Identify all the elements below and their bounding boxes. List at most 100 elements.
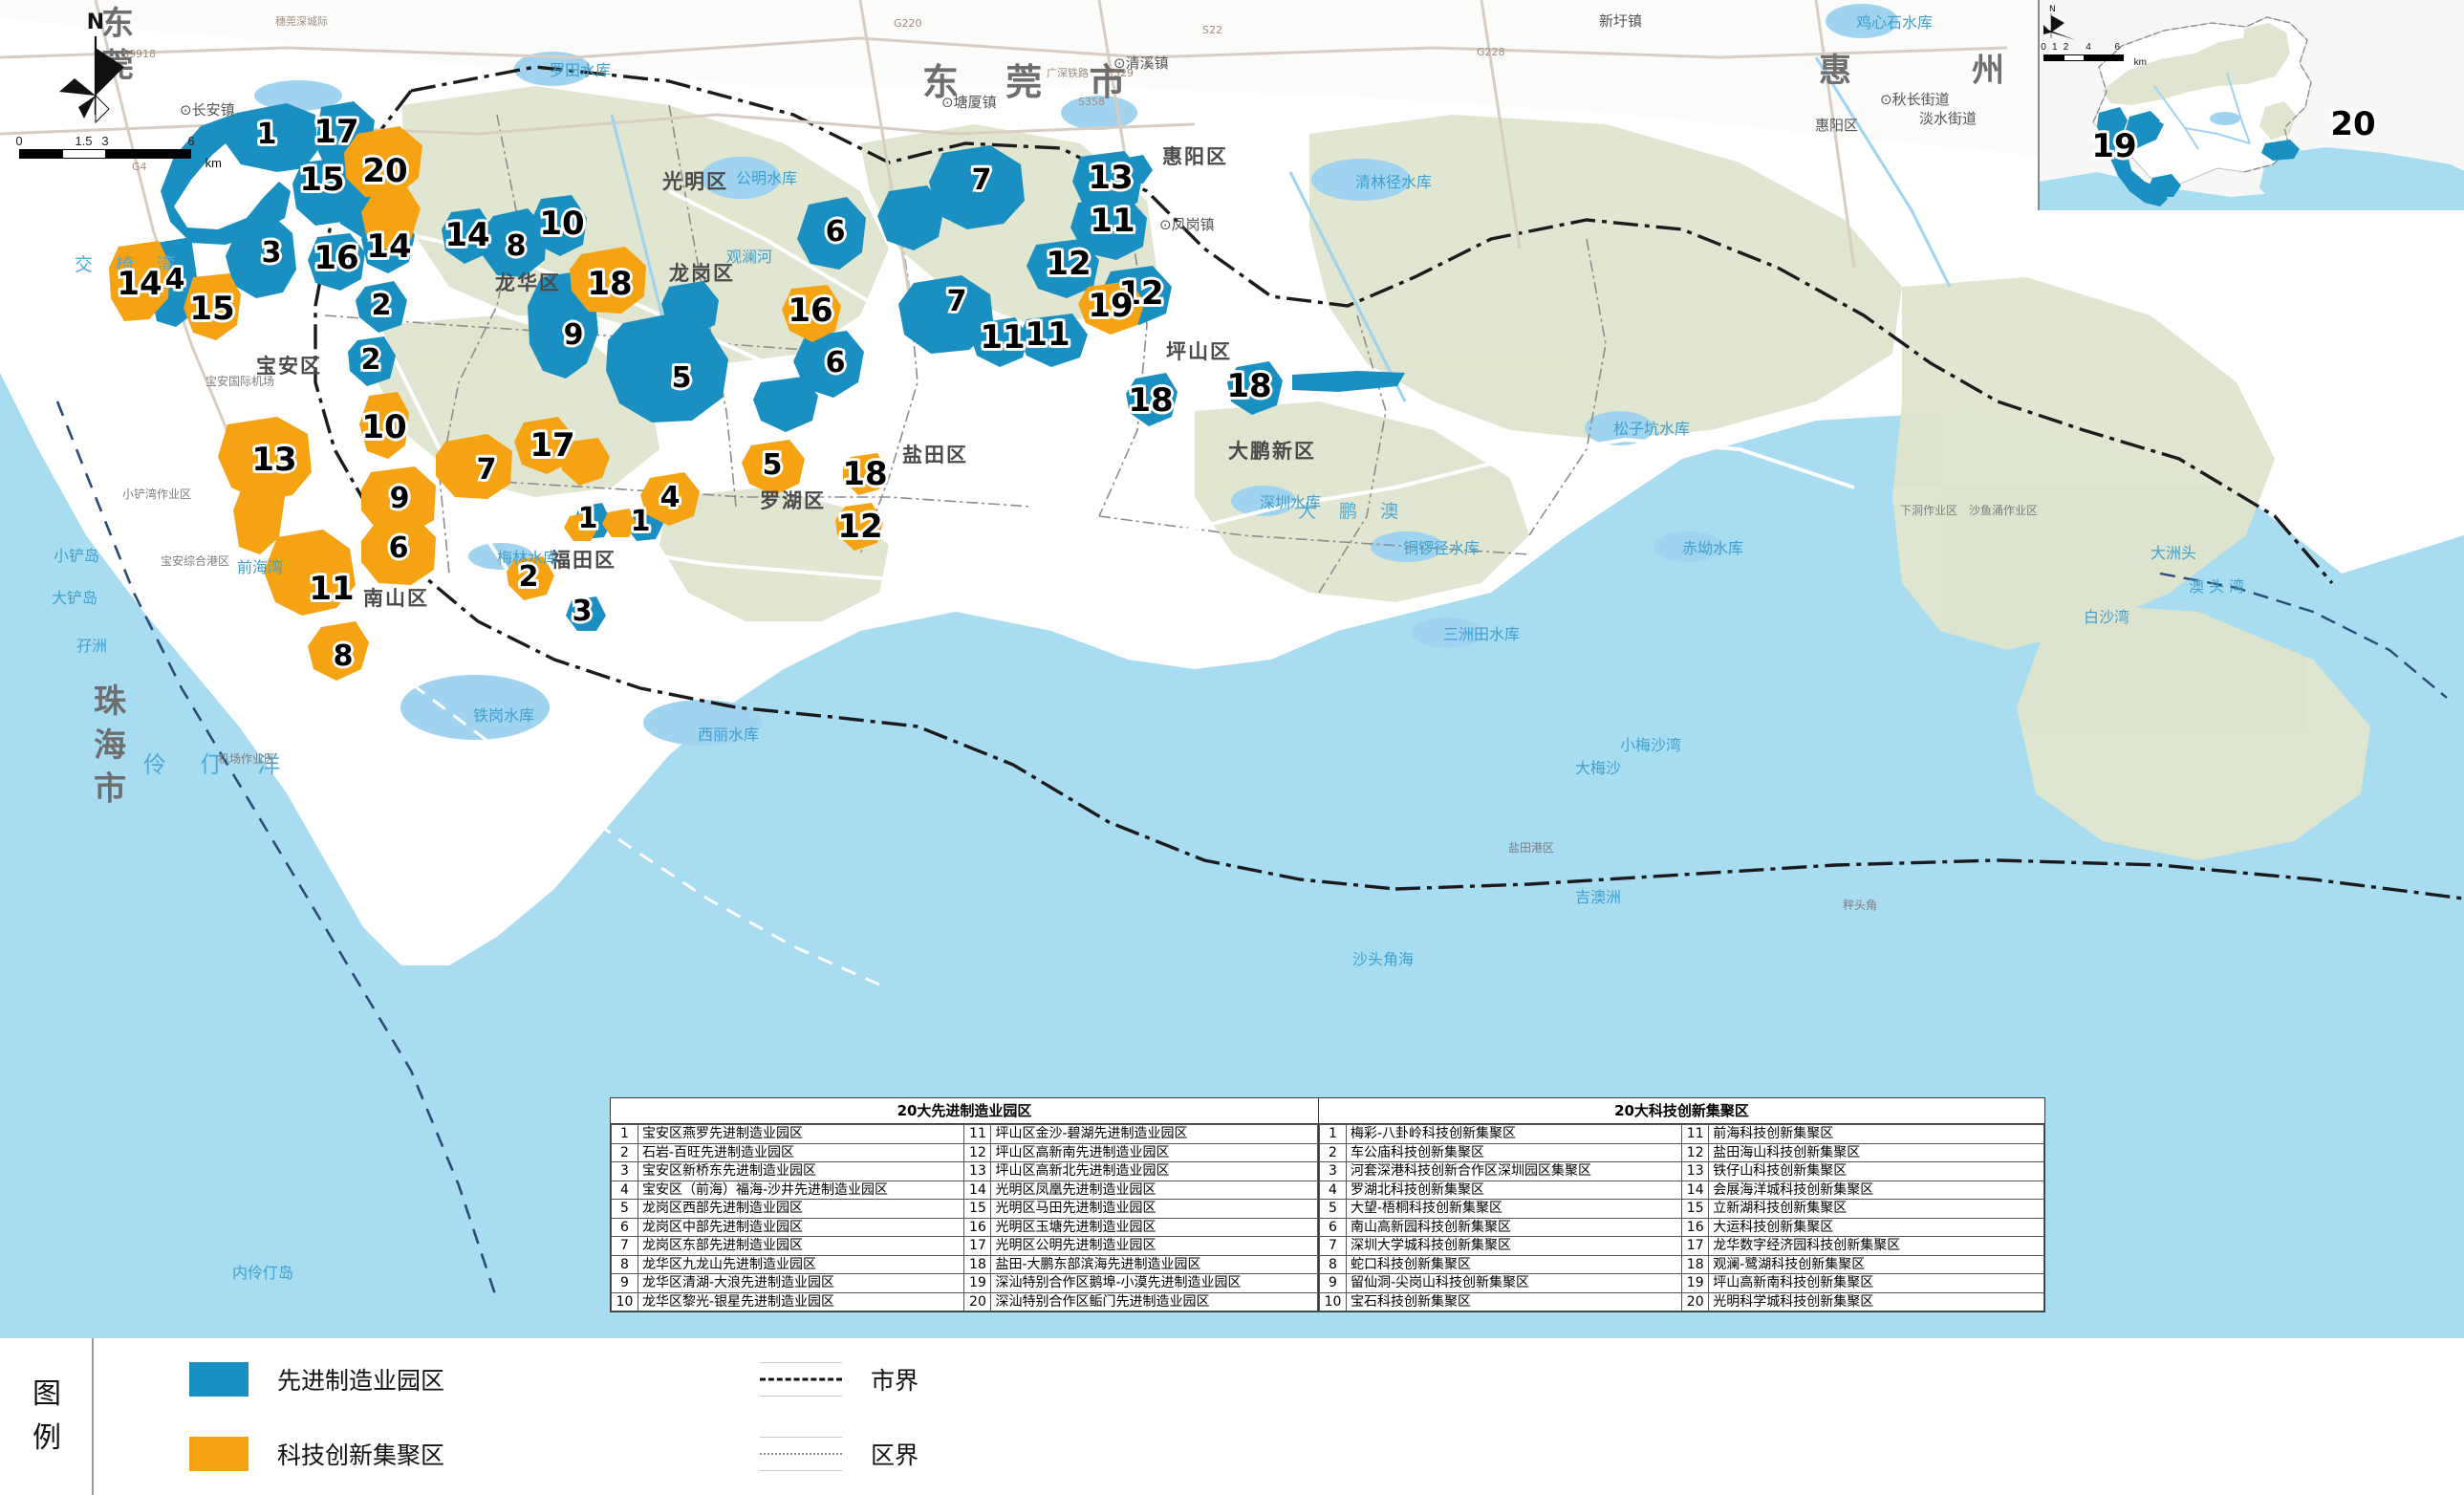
table-row: 8 蛇口科技创新集聚区 18 观澜-鹭湖科技创新集聚区 <box>1319 1254 2044 1275</box>
table-row: 5 龙岗区西部先进制造业园区 15 光明区马田先进制造业园区 <box>611 1199 1318 1219</box>
row-name: 龙岗区中部先进制造业园区 <box>637 1217 965 1238</box>
row-index: 18 <box>1681 1254 1710 1275</box>
row-name: 深圳大学城科技创新集聚区 <box>1345 1236 1683 1256</box>
scale-unit-inset: km <box>2133 57 2147 68</box>
row-index: 8 <box>1319 1254 1347 1275</box>
row-index: 9 <box>1319 1273 1347 1293</box>
row-index: 7 <box>611 1236 638 1256</box>
scale-tick-inset: 4 <box>2086 42 2091 53</box>
scale-tick-inset: 2 <box>2063 42 2069 53</box>
row-name: 坪山区高新南先进制造业园区 <box>990 1142 1318 1163</box>
row-name: 罗湖北科技创新集聚区 <box>1345 1180 1683 1201</box>
row-index: 5 <box>611 1199 638 1219</box>
row-name: 盐田-大鹏东部滨海先进制造业园区 <box>990 1254 1318 1275</box>
row-index: 3 <box>1319 1161 1347 1181</box>
row-name: 前海科技创新集聚区 <box>1708 1124 2044 1144</box>
table-manufacturing-parks: 20大先进制造业园区 1 宝安区燕罗先进制造业园区 11 坪山区金沙-碧湖先进制造业园… <box>610 1097 1319 1313</box>
row-index: 19 <box>963 1273 992 1293</box>
row-name: 坪山高新南科技创新集聚区 <box>1708 1273 2044 1293</box>
table-tech-clusters: 20大科技创新集聚区 1 梅彩-八卦岭科技创新集聚区 11 前海科技创新集聚区 2 车公庙… <box>1319 1097 2045 1313</box>
inset-geometry <box>2040 0 2464 210</box>
table-row: 4 罗湖北科技创新集聚区 14 会展海洋城科技创新集聚区 <box>1319 1180 2044 1201</box>
row-name: 会展海洋城科技创新集聚区 <box>1708 1180 2044 1201</box>
row-name: 宝安区燕罗先进制造业园区 <box>637 1124 965 1144</box>
manufacturing-parks <box>149 101 1405 631</box>
row-name: 观澜-鹭湖科技创新集聚区 <box>1708 1254 2044 1275</box>
row-name: 蛇口科技创新集聚区 <box>1345 1254 1683 1275</box>
row-name: 龙华区黎光-银星先进制造业园区 <box>637 1291 965 1312</box>
row-name: 宝安区新桥东先进制造业园区 <box>637 1161 965 1181</box>
tech-clusters <box>109 126 1145 681</box>
row-name: 盐田海山科技创新集聚区 <box>1708 1142 2044 1163</box>
table-row: 3 河套深港科技创新合作区深圳园区集聚区 13 铁仔山科技创新集聚区 <box>1319 1161 2044 1181</box>
legend-item-city-boundary: 市界 <box>760 1362 919 1397</box>
table-title-manufacturing: 20大先进制造业园区 <box>611 1098 1318 1124</box>
row-name: 留仙洞-尖岗山科技创新集聚区 <box>1345 1273 1683 1293</box>
legend-label-city-boundary: 市界 <box>871 1367 919 1395</box>
table-row: 10 宝石科技创新集聚区 20 光明科学城科技创新集聚区 <box>1319 1291 2044 1312</box>
row-index: 14 <box>1681 1180 1710 1201</box>
scale-tick-inset: 0 <box>2041 42 2046 53</box>
table-row: 10 龙华区黎光-银星先进制造业园区 20 深汕特别合作区鲘门先进制造业园区 <box>611 1291 1318 1312</box>
row-index: 18 <box>963 1254 992 1275</box>
row-name: 光明区凤凰先进制造业园区 <box>990 1180 1318 1201</box>
row-index: 2 <box>611 1142 638 1163</box>
legend-label-tech: 科技创新集聚区 <box>277 1441 445 1469</box>
legend-swatch-tech <box>189 1437 249 1471</box>
table-row: 1 宝安区燕罗先进制造业园区 11 坪山区金沙-碧湖先进制造业园区 <box>611 1124 1318 1144</box>
legend-column-fills: 先进制造业园区 科技创新集聚区 <box>189 1362 444 1471</box>
row-index: 19 <box>1681 1273 1710 1293</box>
row-name: 光明区玉塘先进制造业园区 <box>990 1217 1318 1238</box>
legend-divider <box>92 1338 94 1495</box>
row-name: 深汕特别合作区鹅埠-小漠先进制造业园区 <box>990 1273 1318 1293</box>
svg-text:N: N <box>2049 5 2056 14</box>
row-name: 龙华区九龙山先进制造业园区 <box>637 1254 965 1275</box>
row-index: 1 <box>1319 1124 1347 1144</box>
row-index: 13 <box>963 1161 992 1181</box>
legend-title-line2: 例 <box>32 1421 61 1455</box>
table-row: 2 石岩-百旺先进制造业园区 12 坪山区高新南先进制造业园区 <box>611 1142 1318 1163</box>
row-index: 9 <box>611 1273 638 1293</box>
row-name: 光明区公明先进制造业园区 <box>990 1236 1318 1256</box>
map-geometry <box>0 0 2464 1301</box>
row-index: 15 <box>1681 1199 1710 1219</box>
legend-column-lines: 市界 区界 <box>760 1362 919 1471</box>
table-title-tech: 20大科技创新集聚区 <box>1319 1098 2044 1124</box>
row-name: 大望-梧桐科技创新集聚区 <box>1345 1199 1683 1219</box>
row-index: 10 <box>1319 1291 1347 1312</box>
row-name: 大运科技创新集聚区 <box>1708 1217 2044 1238</box>
table-row: 7 深圳大学城科技创新集聚区 17 龙华数字经济园科技创新集聚区 <box>1319 1236 2044 1256</box>
district-boundary-line-icon <box>760 1437 843 1471</box>
row-index: 7 <box>1319 1236 1347 1256</box>
row-index: 20 <box>963 1291 992 1312</box>
table-row: 4 宝安区（前海）福海-沙井先进制造业园区 14 光明区凤凰先进制造业园区 <box>611 1180 1318 1201</box>
row-index: 13 <box>1681 1161 1710 1181</box>
row-index: 12 <box>1681 1142 1710 1163</box>
table-row: 9 龙华区清湖-大浪先进制造业园区 19 深汕特别合作区鹅埠-小漠先进制造业园区 <box>611 1273 1318 1293</box>
row-name: 车公庙科技创新集聚区 <box>1345 1142 1683 1163</box>
row-index: 10 <box>611 1291 638 1312</box>
row-index: 5 <box>1319 1199 1347 1219</box>
row-name: 南山高新园科技创新集聚区 <box>1345 1217 1683 1238</box>
row-index: 4 <box>611 1180 638 1201</box>
legend-item-manufacturing: 先进制造业园区 <box>189 1362 444 1397</box>
row-name: 石岩-百旺先进制造业园区 <box>637 1142 965 1163</box>
scale-tick: 6 <box>187 134 195 148</box>
table-row: 9 留仙洞-尖岗山科技创新集聚区 19 坪山高新南科技创新集聚区 <box>1319 1273 2044 1293</box>
row-name: 立新湖科技创新集聚区 <box>1708 1199 2044 1219</box>
compass-rose-inset: N <box>2043 2 2101 46</box>
scale-tick-inset: 6 <box>2114 42 2121 53</box>
row-index: 11 <box>1681 1124 1710 1144</box>
table-row: 6 龙岗区中部先进制造业园区 16 光明区玉塘先进制造业园区 <box>611 1217 1318 1238</box>
row-name: 梅彩-八卦岭科技创新集聚区 <box>1345 1124 1683 1144</box>
scale-bar-main: 0 1.5 3 6 km <box>15 134 222 170</box>
legend-swatch-manufacturing <box>189 1362 249 1397</box>
row-name: 龙岗区东部先进制造业园区 <box>637 1236 965 1256</box>
row-index: 12 <box>963 1142 992 1163</box>
row-index: 6 <box>1319 1217 1347 1238</box>
row-name: 宝安区（前海）福海-沙井先进制造业园区 <box>637 1180 965 1201</box>
